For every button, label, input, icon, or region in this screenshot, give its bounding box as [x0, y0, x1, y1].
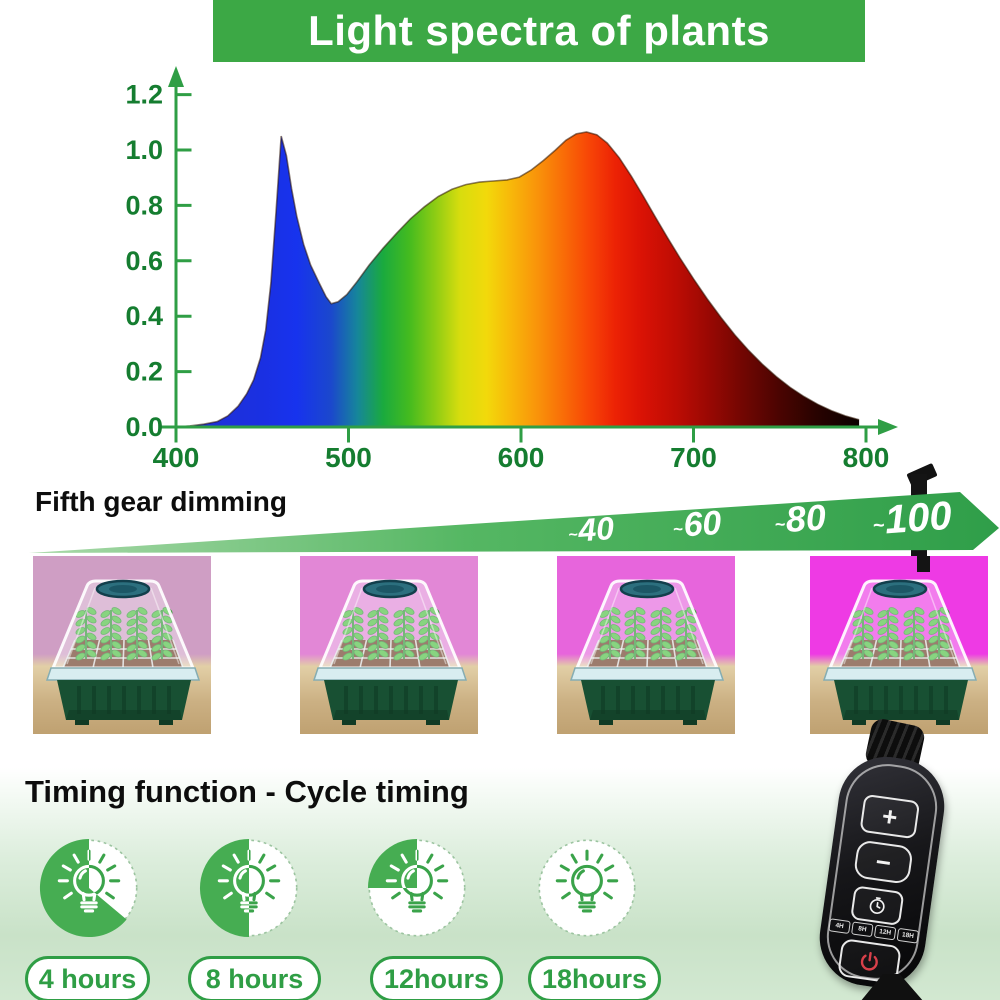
remote-control: + − 4H 8H 12H 18H: [805, 712, 1000, 1000]
power-cable: [917, 556, 930, 572]
duration-pill: 4 hours: [25, 956, 150, 1000]
power-icon: [860, 951, 878, 971]
plus-button[interactable]: +: [859, 793, 921, 840]
svg-text:0.8: 0.8: [125, 190, 163, 220]
svg-text:400: 400: [153, 442, 200, 473]
dimming-level-value: 80: [784, 496, 828, 540]
dimming-level-value: 40: [577, 509, 616, 549]
svg-text:0.6: 0.6: [125, 246, 163, 276]
timer-badge: 12H: [873, 924, 897, 941]
svg-text:1.0: 1.0: [125, 135, 163, 165]
dimming-level-label: ~100: [871, 494, 953, 544]
timer-pie-bulb-icon: [367, 838, 466, 937]
tilde-prefix: ~: [871, 514, 886, 538]
dimming-level-label: ~80: [773, 496, 827, 541]
duration-label: 12hours: [383, 963, 490, 994]
tray-photo-4: [810, 556, 988, 734]
svg-text:0.2: 0.2: [125, 357, 163, 387]
timer-pie-bulb-icon: [538, 839, 636, 937]
svg-text:700: 700: [670, 442, 717, 473]
power-button[interactable]: [837, 938, 902, 985]
svg-text:0.0: 0.0: [125, 412, 163, 442]
tray-photo-3: [557, 556, 735, 734]
duration-label: 4 hours: [38, 963, 137, 994]
dimming-level-label: ~60: [671, 504, 722, 546]
svg-text:600: 600: [498, 442, 545, 473]
duration-label: 18hours: [541, 963, 648, 994]
timing-heading: Timing function - Cycle timing: [25, 774, 469, 809]
tray-photo-1: [33, 556, 211, 734]
dimming-level-value: 60: [682, 503, 723, 545]
duration-pill: 12hours: [370, 956, 503, 1000]
timer-pie-bulb-icon: [39, 838, 138, 938]
minus-label: −: [873, 846, 893, 879]
tilde-prefix: ~: [672, 519, 684, 540]
svg-text:0.4: 0.4: [125, 301, 163, 331]
duration-pill: 8 hours: [188, 956, 321, 1000]
duration-label: 8 hours: [205, 963, 304, 994]
svg-text:1.2: 1.2: [125, 80, 163, 110]
svg-text:800: 800: [843, 442, 890, 473]
svg-text:500: 500: [325, 442, 372, 473]
clock-icon: [869, 897, 885, 914]
dimming-level-label: ~40: [567, 510, 615, 550]
tilde-prefix: ~: [773, 514, 786, 535]
plus-label: +: [880, 800, 900, 833]
remote-body: + − 4H 8H 12H 18H: [813, 750, 951, 994]
timer-pie-bulb-icon: [199, 838, 298, 938]
dimming-level-value: 100: [883, 493, 954, 543]
tray-photo-2: [300, 556, 478, 734]
timer-badge: 8H: [851, 921, 874, 938]
duration-pill: 18hours: [528, 956, 661, 1000]
title-banner: Light spectra of plants: [213, 0, 865, 62]
page-title: Light spectra of plants: [308, 7, 770, 54]
timer-badge: 18H: [896, 927, 920, 944]
tilde-prefix: ~: [567, 526, 579, 545]
timer-badge: 4H: [828, 918, 851, 935]
dimming-heading: Fifth gear dimming: [35, 486, 287, 517]
timer-button[interactable]: [850, 885, 905, 926]
